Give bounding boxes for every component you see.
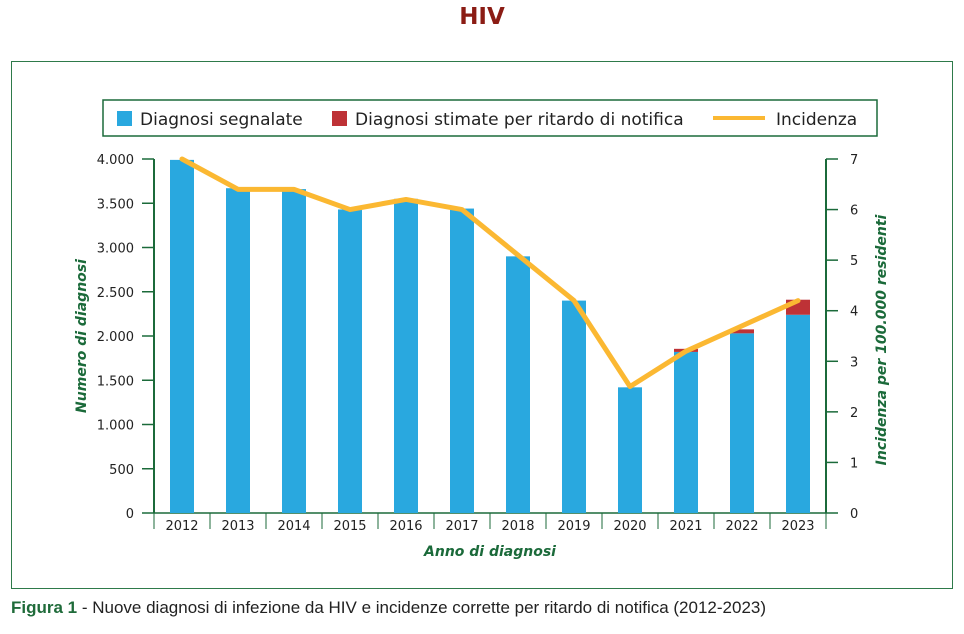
bar-reported	[506, 256, 530, 513]
incidence-line	[179, 156, 801, 390]
x-tick-label: 2020	[613, 519, 646, 534]
y-tick-label: 1.000	[97, 419, 134, 434]
y-tick-label: 3.000	[97, 242, 134, 257]
y2-tick-label: 7	[850, 153, 858, 168]
y2-tick-label: 1	[850, 456, 858, 471]
caption-label: Figura 1	[11, 598, 78, 617]
x-tick-label: 2012	[165, 519, 198, 534]
x-tick-label: 2018	[501, 519, 534, 534]
x-tick-label: 2014	[277, 519, 310, 534]
x-tick-label: 2022	[725, 519, 758, 534]
legend-box	[102, 99, 878, 137]
caption-text: - Nuove diagnosi di infezione da HIV e i…	[77, 598, 767, 617]
bar-reported	[338, 209, 362, 513]
legend-swatch-estimated	[332, 111, 347, 126]
x-tick-label: 2016	[389, 519, 422, 534]
y-axis-title: Numero di diagnosi	[74, 259, 90, 413]
bar-estimated	[730, 329, 754, 334]
y2-axis-title: Incidenza per 100.000 residenti	[874, 214, 890, 465]
chart-title: HIV	[459, 4, 505, 30]
x-tick-label: 2013	[221, 519, 254, 534]
legend-label-incidence: Incidenza	[776, 110, 857, 130]
figure-caption: Figura 1 - Nuove diagnosi di infezione d…	[11, 598, 766, 618]
y2-tick-label: 5	[850, 254, 858, 269]
y-tick-label: 0	[126, 507, 134, 522]
y2-tick-label: 3	[850, 355, 858, 370]
bar-reported	[450, 208, 474, 513]
bar-reported	[562, 300, 586, 513]
bar-reported	[674, 351, 698, 513]
x-tick-label: 2015	[333, 519, 366, 534]
x-tick-label: 2019	[557, 519, 590, 534]
y-tick-label: 2.000	[97, 330, 134, 345]
y-tick-label: 3.500	[97, 197, 134, 212]
y2-tick-label: 2	[850, 406, 858, 421]
y2-tick-label: 4	[850, 305, 858, 320]
y2-tick-label: 6	[850, 204, 858, 219]
legend-label-estimated: Diagnosi stimate per ritardo di notifica	[355, 110, 684, 130]
bar-reported	[282, 189, 306, 513]
y-tick-label: 2.500	[97, 286, 134, 301]
x-tick-label: 2023	[781, 519, 814, 534]
legend-swatch-reported	[117, 111, 132, 126]
y-tick-label: 500	[109, 463, 134, 478]
y-tick-label: 1.500	[97, 374, 134, 389]
bar-reported	[170, 159, 194, 513]
y2-tick-label: 0	[850, 507, 858, 522]
bar-reported	[786, 314, 810, 513]
bar-reported	[618, 387, 642, 513]
x-tick-label: 2021	[669, 519, 702, 534]
x-tick-label: 2017	[445, 519, 478, 534]
bar-reported	[730, 333, 754, 513]
legend-label-reported: Diagnosi segnalate	[140, 110, 303, 130]
chart-frame	[11, 61, 953, 589]
x-axis-title: Anno di diagnosi	[423, 544, 556, 560]
bar-reported	[226, 188, 250, 513]
bar-reported	[394, 198, 418, 513]
y-tick-label: 4.000	[97, 153, 134, 168]
